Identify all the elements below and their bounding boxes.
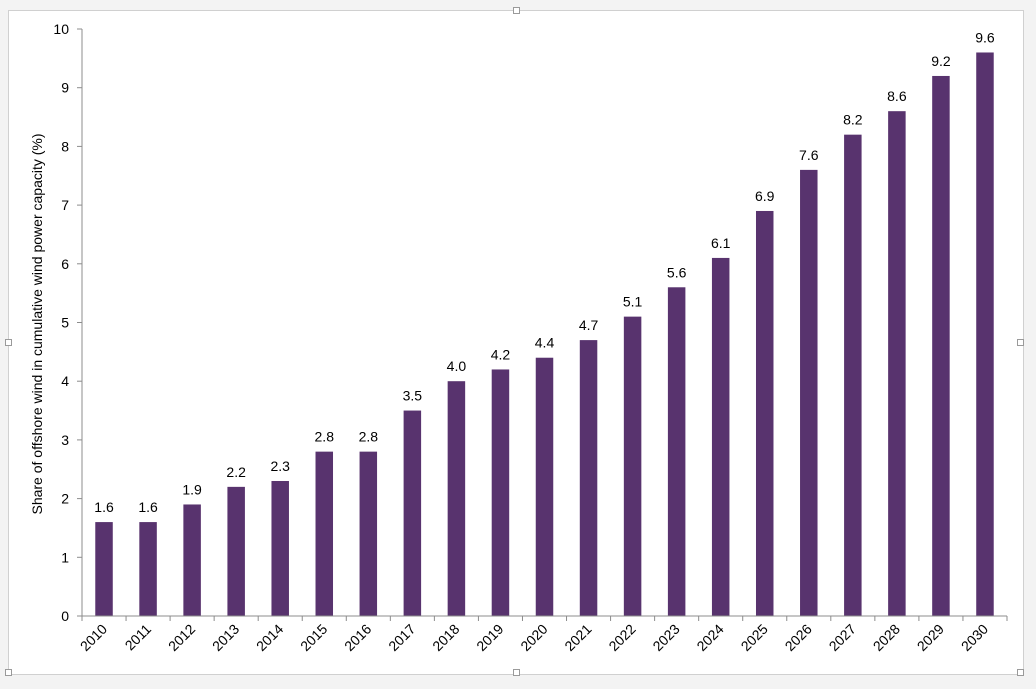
- bar-2013: [227, 486, 245, 616]
- bar-2015: [315, 451, 334, 616]
- y-axis-title: Share of offshore wind in cumulative win…: [29, 133, 45, 514]
- bar-2027: [844, 134, 862, 616]
- resize-handle-left[interactable]: [5, 339, 12, 346]
- resize-handle-top[interactable]: [513, 7, 520, 14]
- y-tick-label: 0: [61, 608, 69, 624]
- resize-handle-bottom[interactable]: [513, 669, 520, 676]
- bar-2029: [932, 75, 950, 616]
- data-label: 8.2: [843, 112, 863, 128]
- data-label: 1.9: [182, 481, 202, 497]
- bar-chart: Share of offshore wind in cumulative win…: [29, 21, 1008, 654]
- data-label: 1.6: [94, 499, 114, 515]
- bar-2016: [359, 451, 378, 616]
- x-tick-label: 2022: [605, 621, 638, 654]
- bar-2023: [667, 287, 686, 616]
- y-tick-label: 10: [53, 21, 69, 37]
- x-tick-label: 2026: [782, 621, 815, 654]
- x-tick-label: 2030: [958, 621, 991, 654]
- chart-frame: Share of offshore wind in cumulative win…: [5, 7, 1024, 676]
- bar-2030: [976, 52, 994, 617]
- bar-2020: [535, 357, 554, 616]
- bar-2021: [579, 340, 598, 616]
- resize-handle-right[interactable]: [1017, 339, 1024, 346]
- y-tick-label: 2: [61, 491, 69, 507]
- x-tick-label: 2013: [209, 621, 242, 654]
- y-tick-label: 1: [61, 549, 69, 565]
- x-tick-label: 2029: [914, 621, 947, 654]
- data-label: 3.5: [403, 388, 423, 404]
- data-label: 2.3: [270, 458, 290, 474]
- data-label: 5.6: [667, 264, 687, 280]
- x-tick-label: 2014: [253, 621, 286, 654]
- data-label: 7.6: [799, 147, 819, 163]
- y-axis: 0 1 2 3 4 5 6 7 8 9 10: [53, 21, 83, 624]
- x-axis: 2010 2011 2012 2013 2014 2015 2016 2017 2018 2019…: [77, 615, 1008, 654]
- data-label: 4.2: [491, 346, 511, 362]
- bar-2014: [271, 480, 289, 616]
- resize-handle-bottom-left[interactable]: [5, 669, 12, 676]
- bar-2028: [888, 111, 906, 617]
- data-label: 2.2: [226, 464, 246, 480]
- x-tick-label: 2011: [122, 621, 155, 654]
- data-label: 2.8: [359, 429, 379, 445]
- x-tick-label: 2015: [297, 621, 330, 654]
- y-tick-label: 7: [61, 197, 69, 213]
- bar-2025: [755, 210, 774, 616]
- data-label: 8.6: [887, 88, 907, 104]
- y-tick-label: 5: [61, 315, 69, 331]
- x-tick-label: 2018: [429, 621, 462, 654]
- bar-2018: [447, 381, 466, 616]
- data-labels: 1.6 1.6 1.9 2.2 2.3 2.8 2.8 3.5 4.0 4.2 4.4 4.7 5.1 5…: [94, 29, 995, 515]
- x-tick-label: 2028: [870, 621, 903, 654]
- x-tick-label: 2012: [165, 621, 198, 654]
- bar-2019: [491, 369, 510, 616]
- data-label: 2.8: [315, 429, 335, 445]
- data-label: 5.1: [623, 294, 643, 310]
- bar-2022: [623, 316, 642, 616]
- x-tick-label: 2020: [517, 621, 550, 654]
- x-tick-label: 2010: [77, 621, 110, 654]
- data-label: 9.6: [975, 29, 995, 45]
- x-tick-label: 2017: [385, 621, 418, 654]
- y-tick-label: 8: [61, 138, 69, 154]
- data-label: 1.6: [138, 499, 158, 515]
- data-label: 6.1: [711, 235, 731, 251]
- data-label: 4.4: [535, 335, 555, 351]
- x-tick-label: 2021: [561, 621, 594, 654]
- y-tick-label: 3: [61, 432, 69, 448]
- y-tick-label: 9: [61, 80, 69, 96]
- x-tick-label: 2027: [826, 621, 859, 654]
- y-tick-label: 4: [61, 373, 69, 389]
- data-label: 4.0: [447, 358, 467, 374]
- data-label: 9.2: [931, 53, 951, 69]
- x-tick-label: 2019: [473, 621, 506, 654]
- x-tick-label: 2025: [738, 621, 771, 654]
- bar-2026: [800, 169, 818, 616]
- x-tick-label: 2016: [341, 621, 374, 654]
- x-tick-label: 2023: [649, 621, 682, 654]
- bars: [95, 52, 994, 617]
- resize-handle-bottom-right[interactable]: [1017, 669, 1024, 676]
- bar-2024: [711, 257, 730, 616]
- y-tick-label: 6: [61, 256, 69, 272]
- bar-2011: [139, 522, 157, 616]
- x-tick-label: 2024: [693, 621, 726, 654]
- data-label: 6.9: [755, 188, 775, 204]
- bar-2012: [183, 504, 201, 616]
- data-label: 4.7: [579, 317, 599, 333]
- bar-2010: [95, 522, 113, 616]
- bar-2017: [403, 410, 422, 616]
